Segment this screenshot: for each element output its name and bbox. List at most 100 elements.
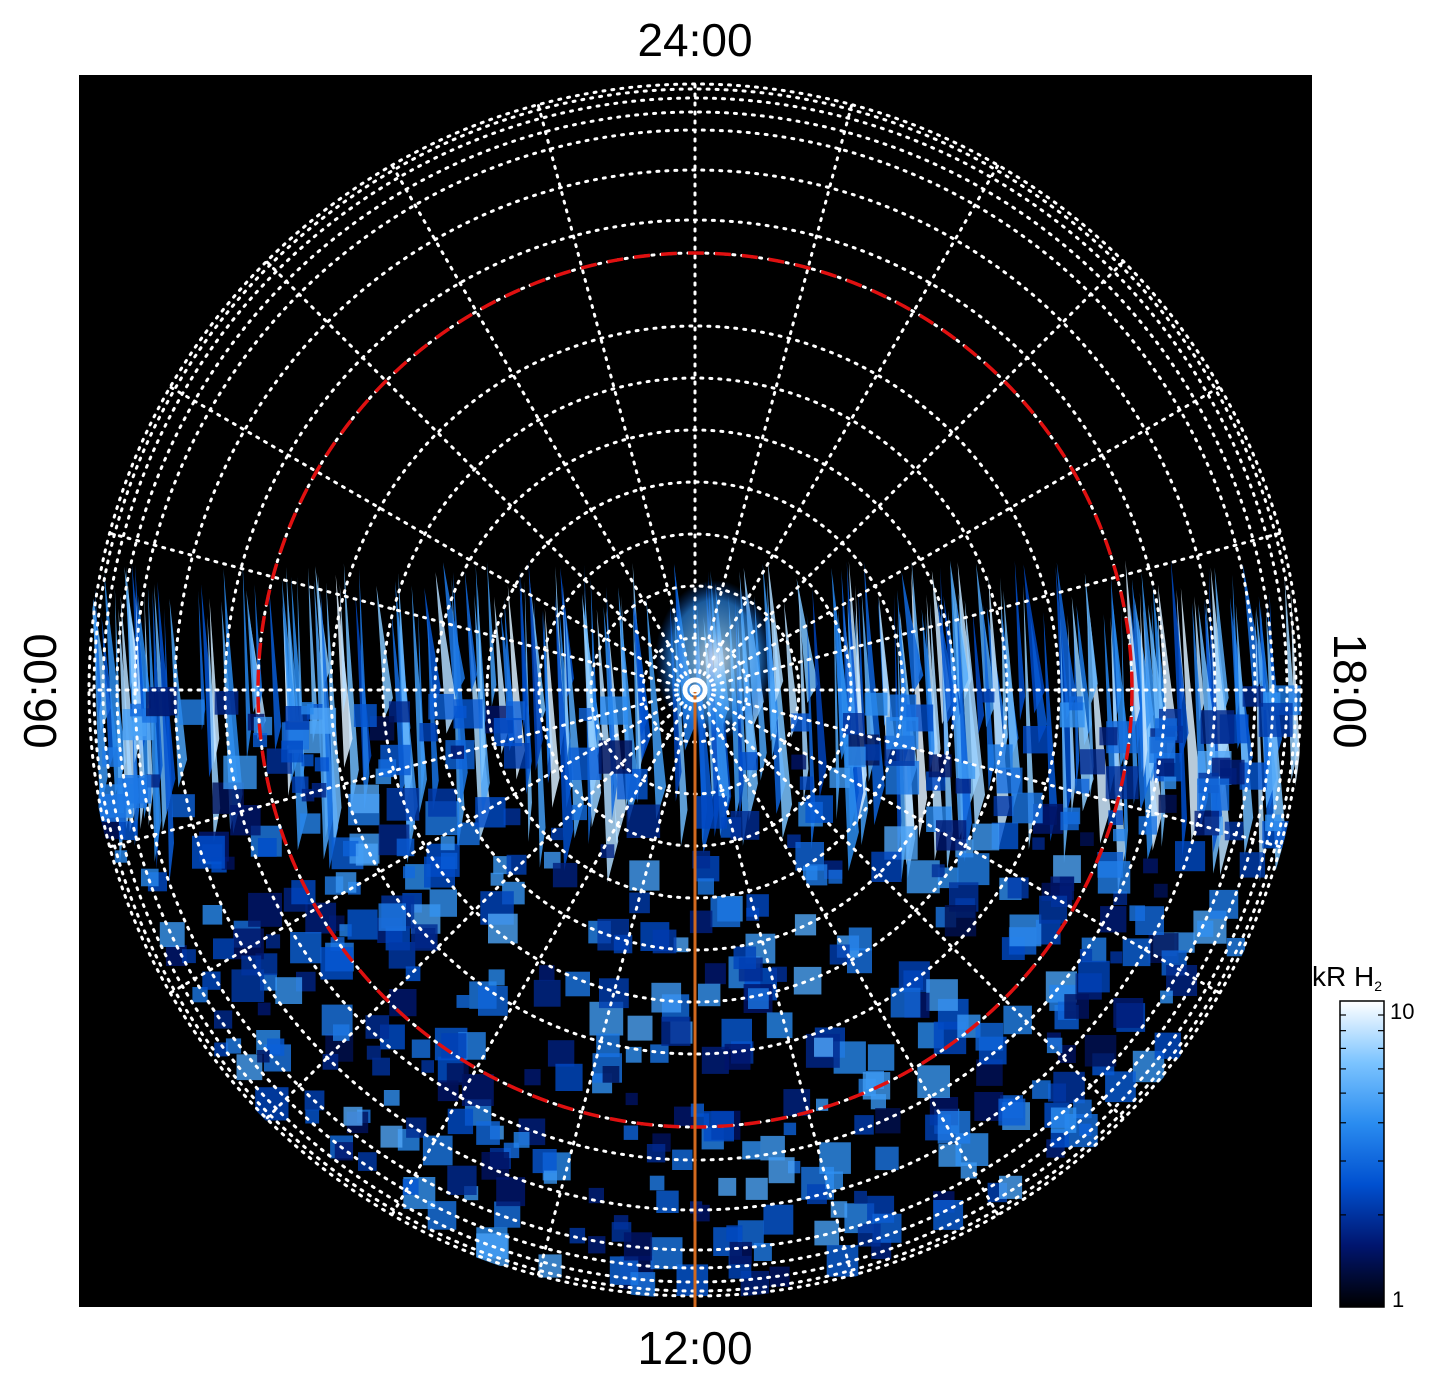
emission-patch [763,1204,794,1235]
emission-patch [437,1080,459,1102]
emission-patch [867,1044,895,1071]
emission-patch [875,1146,899,1171]
emission-patch [118,821,138,841]
emission-patch [165,945,187,966]
emission-patch [343,1106,363,1126]
emission-streak [411,585,427,814]
emission-streak [796,578,818,703]
emission-patch [793,966,822,995]
emission-streak [1076,605,1092,746]
emission-patch [646,1144,666,1163]
emission-patch [724,1043,751,1070]
emission-patch [1032,837,1045,850]
emission-patch [300,813,321,834]
emission-patch [257,1050,270,1063]
emission-patch [829,767,850,788]
emission-streak [443,562,465,699]
emission-patch [718,1177,737,1196]
emission-patch [141,868,159,887]
emission-patch [411,924,438,951]
emission-patch [476,1121,500,1145]
emission-patch [955,778,971,794]
emission-patch [931,864,945,878]
emission-patch [974,1092,1004,1121]
emission-streak [964,600,986,830]
emission-patch [768,1157,795,1184]
emission-patch [794,914,817,936]
emission-patch [1113,998,1144,1028]
emission-streak [169,598,188,788]
emission-streak [209,598,220,764]
emission-patch [694,796,727,829]
emission-patch [649,1175,665,1191]
local-time-label-right: 18:00 [1324,633,1376,748]
colorbar-gradient [1339,1000,1385,1308]
emission-patch [419,723,438,742]
emission-streak [242,563,252,760]
emission-streak [950,560,969,699]
emission-streak [554,594,574,871]
emission-patch [845,746,866,768]
emission-streak [929,602,941,775]
emission-patch [917,1065,950,1098]
emission-patch [1053,1071,1085,1104]
emission-patch [202,905,223,925]
emission-patch [389,989,417,1017]
emission-streak [1214,567,1229,721]
emission-patch [745,1177,768,1200]
emission-streak [562,583,570,771]
emission-patch [748,988,769,1009]
emission-patch [1153,883,1168,898]
emission-patch [726,1225,743,1242]
emission-streak [528,560,544,771]
emission-patch [1174,932,1195,953]
emission-streak [1208,567,1215,752]
emission-patch [1032,1080,1051,1099]
emission-patch [524,1069,541,1086]
emission-patch [159,922,185,947]
emission-patch [266,934,281,949]
emission-streak [855,585,862,739]
emission-streak [833,577,840,820]
emission-patch [539,965,555,981]
emission-patch [1097,861,1131,894]
emission-patch [1060,811,1079,831]
emission-patch [490,872,504,886]
emission-patch [481,1152,510,1180]
emission-patch [411,1039,431,1058]
emission-patch [1046,1037,1063,1054]
emission-patch [552,862,578,888]
emission-patch [1113,829,1126,842]
emission-patch [214,691,239,715]
emission-streak [590,578,598,758]
emission-patch [627,1015,653,1041]
emission-patch [182,949,196,964]
emission-streak [1212,605,1232,796]
emission-patch [710,897,741,928]
emission-patch [944,905,977,937]
emission-patch [428,788,457,817]
emission-streak [1060,614,1068,863]
emission-streak [504,598,514,733]
colorbar: kR H2 10 1 [1312,961,1414,1312]
emission-patch [697,878,714,895]
emission-patch [629,892,650,914]
emission-patch [366,1045,381,1060]
emission-streak [646,598,667,820]
emission-patch [334,1142,354,1161]
emission-patch [733,946,757,970]
emission-patch [543,1170,557,1184]
emission-patch [301,754,314,767]
emission-patch [547,1040,575,1067]
emission-patch [353,704,377,727]
emission-patch [496,1177,526,1207]
emission-patch [629,860,660,891]
emission-streak [1180,587,1202,841]
emission-patch [1113,891,1128,905]
emission-patch [1158,794,1177,813]
emission-patch [987,744,1013,770]
emission-patch [1175,841,1206,872]
emission-patch [343,840,359,857]
emission-patch [746,894,769,917]
